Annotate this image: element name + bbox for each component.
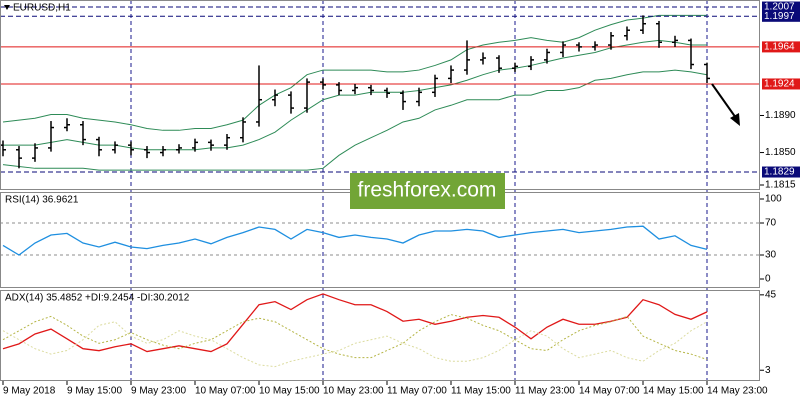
level-label: 1.1997 — [764, 11, 795, 22]
y-tick-label: 1.1890 — [765, 110, 796, 121]
y-tick-label: 3 — [765, 365, 771, 376]
level-label: 1.1964 — [764, 42, 795, 53]
y-tick-label: 70 — [765, 218, 777, 229]
arrow — [711, 83, 737, 119]
y-tick-label: 1.1850 — [765, 147, 796, 158]
adx-panel — [0, 290, 760, 381]
x-tick-label: 14 May 07:00 — [579, 386, 640, 397]
level-label: 1.2007 — [764, 2, 795, 13]
y-tick-label: 45 — [765, 289, 777, 300]
level-label: 1.1829 — [764, 167, 795, 178]
panel-title: EURUSD,H1 — [13, 3, 71, 14]
x-tick-label: 9 May 2018 — [3, 386, 56, 397]
panel-title: ADX(14) 35.4852 +DI:9.2454 -DI:30.2012 — [5, 293, 190, 304]
level-label-box — [762, 10, 800, 22]
watermark: freshforex.com — [358, 179, 497, 202]
y-tick-label: 0 — [765, 274, 771, 285]
x-tick-label: 9 May 15:00 — [67, 386, 122, 397]
level-label-box — [762, 78, 800, 90]
watermark-box — [350, 173, 505, 209]
series-line — [2, 225, 708, 256]
level-label-box — [762, 1, 800, 13]
x-tick-label: 10 May 15:00 — [259, 386, 320, 397]
menu-triangle — [4, 5, 10, 10]
series-line — [2, 314, 708, 360]
band-line — [2, 69, 708, 171]
series-line — [2, 321, 708, 368]
x-tick-label: 11 May 07:00 — [387, 386, 447, 397]
x-tick-label: 14 May 23:00 — [707, 386, 768, 397]
x-tick-label: 11 May 23:00 — [515, 386, 575, 397]
x-tick-label: 10 May 23:00 — [323, 386, 384, 397]
level-label-box — [762, 166, 800, 178]
x-tick-label: 11 May 15:00 — [451, 386, 511, 397]
x-tick-label: 14 May 15:00 — [643, 386, 704, 397]
band-line — [2, 14, 707, 131]
y-tick-label: 100 — [765, 194, 782, 205]
x-tick-label: 9 May 23:00 — [131, 386, 186, 397]
arrow-head — [730, 113, 740, 126]
y-tick-label: 1.1815 — [765, 180, 796, 191]
level-label: 1.1924 — [764, 79, 795, 90]
panel-title: RSI(14) 36.9621 — [5, 195, 79, 206]
level-label-box — [762, 41, 800, 53]
y-tick-label: 30 — [765, 250, 777, 261]
band-line — [3, 39, 707, 151]
x-tick-label: 10 May 07:00 — [195, 386, 256, 397]
series-line — [2, 293, 708, 353]
